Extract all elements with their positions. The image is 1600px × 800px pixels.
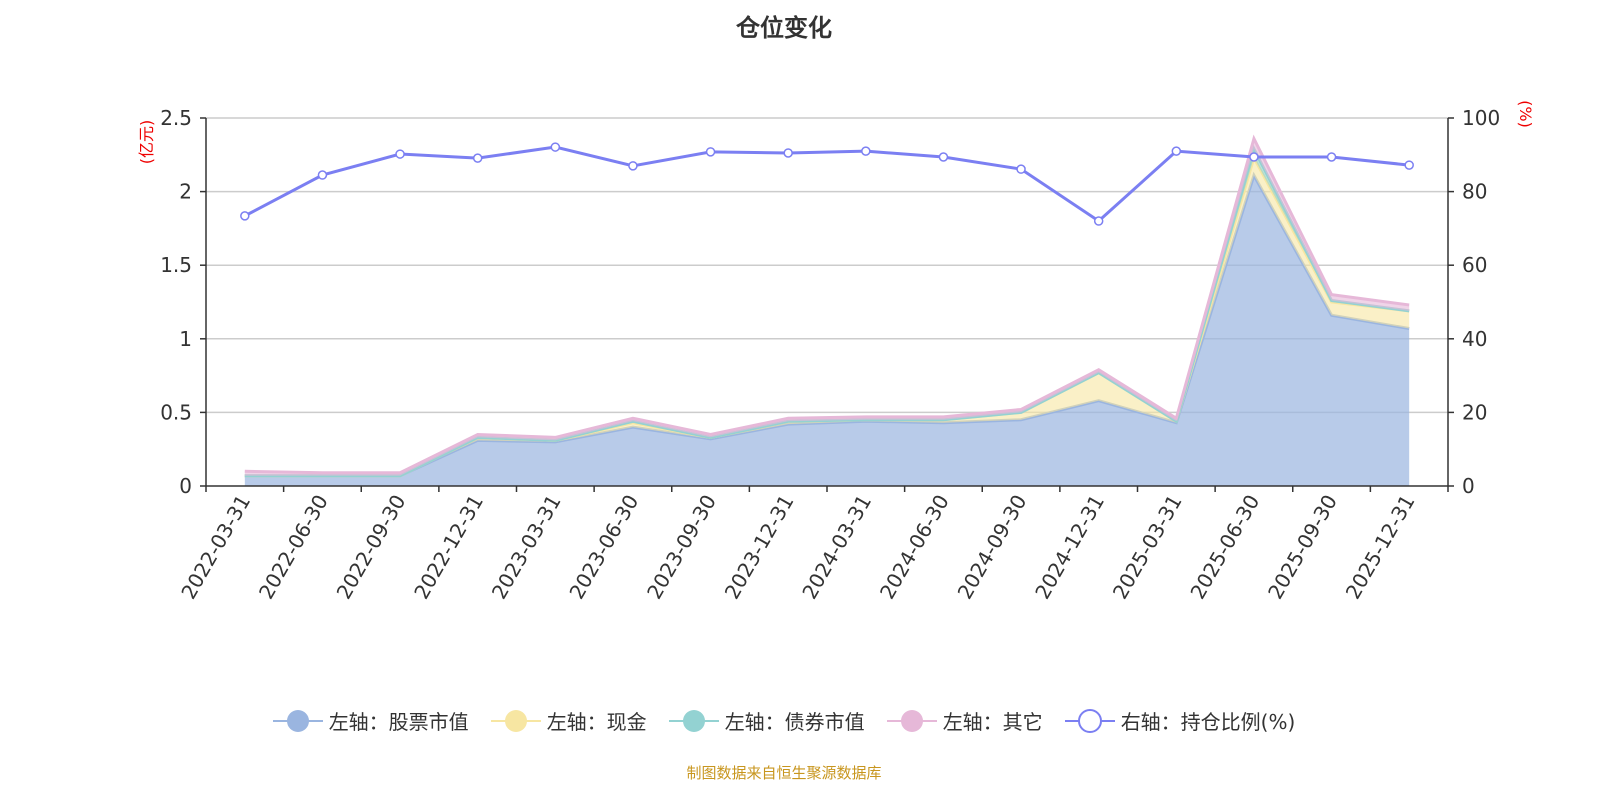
holding-ratio-point [1016,164,1026,174]
legend: 左轴：股票市值 左轴：现金 左轴：债券市值 左轴：其它 右轴：持仓比例(%) [0,706,1568,735]
legend-marker-icon [1064,708,1115,733]
holding-ratio-point [472,153,483,163]
holding-ratio-point [1404,160,1414,170]
holding-ratio-point [317,170,328,180]
legend-item[interactable]: 左轴：现金 [490,706,647,735]
legend-item[interactable]: 左轴：其它 [886,706,1043,735]
x-tick-label: 2022-12-31 [409,491,488,604]
area-1 [244,175,1410,486]
data-source-note: 制图数据来自恒生聚源数据库 [686,764,882,782]
holding-ratio-point [628,161,638,171]
holding-ratio-point [1249,152,1259,162]
holding-ratio-point [783,148,793,158]
y-right-tick-label: 20 [1462,400,1487,424]
holding-ratio-point [1326,152,1337,162]
y-right-tick-label: 0 [1462,474,1475,498]
chart-title: 仓位变化 [736,14,832,42]
x-tick-label: 2023-09-30 [642,491,721,604]
legend-label: 左轴：股票市值 [328,710,469,734]
y-left-tick-label: 1.5 [160,253,192,277]
holding-ratio-line [244,145,1410,223]
legend-marker-icon [272,709,323,732]
y-right-tick-label: 60 [1462,253,1487,277]
legend-marker-icon [668,709,719,732]
y-right-axis-title: (%) [1516,100,1535,128]
x-tick-label: 2022-03-31 [176,491,255,604]
x-tick-label: 2022-06-30 [254,491,333,604]
y-left-tick-label: 1 [179,327,192,351]
y-right-tick-label: 80 [1462,180,1487,204]
holding-ratio-point [395,149,405,159]
x-tick-label: 2025-12-31 [1341,491,1420,604]
legend-label: 左轴：债券市值 [724,710,865,734]
y-right-tick-label: 40 [1462,327,1487,351]
x-tick-label: 2025-09-30 [1263,491,1342,604]
holding-ratio-point [861,146,871,156]
legend-label: 右轴：持仓比例(%) [1120,710,1296,734]
y-left-tick-label: 0 [179,474,192,498]
y-left-tick-label: 0.5 [160,400,192,424]
legend-marker-icon [490,709,541,732]
area-2 [244,157,1410,476]
legend-item[interactable]: 左轴：股票市值 [272,706,469,735]
legend-marker-icon [886,709,937,732]
x-tick-label: 2025-03-31 [1108,491,1187,604]
y-left-tick-label: 2 [179,180,192,204]
x-tick-label: 2023-03-31 [487,491,566,604]
legend-item[interactable]: 左轴：债券市值 [668,706,865,735]
x-tick-label: 2023-12-31 [720,491,799,604]
y-left-axis-title: (亿元) [137,120,156,165]
legend-label: 左轴：其它 [942,710,1043,734]
holding-ratio-point [1093,216,1104,226]
y-left-tick-label: 2.5 [160,106,192,130]
x-tick-label: 2024-03-31 [797,491,876,604]
holding-ratio-point [938,152,949,162]
holding-ratio-point [550,142,561,152]
holding-ratio-point [1171,146,1182,156]
x-tick-label: 2022-09-30 [331,491,410,604]
y-right-tick-label: 100 [1462,106,1500,130]
area-edge-4 [244,134,1410,475]
x-tick-label: 2024-09-30 [952,491,1031,604]
x-tick-label: 2025-06-30 [1185,491,1264,604]
x-tick-label: 2024-12-31 [1030,491,1109,604]
holding-ratio-point [705,147,716,157]
x-tick-label: 2023-06-30 [564,491,643,604]
legend-item[interactable]: 右轴：持仓比例(%) [1064,706,1296,735]
chart-plot: 0 0.5 1 1.5 2 2.5 0 20 40 60 80 100 (亿元) (%) 2022-03-3… [137,100,1535,604]
holding-ratio-point [240,211,250,221]
legend-label: 左轴：现金 [546,710,647,734]
x-tick-label: 2024-06-30 [875,491,954,604]
